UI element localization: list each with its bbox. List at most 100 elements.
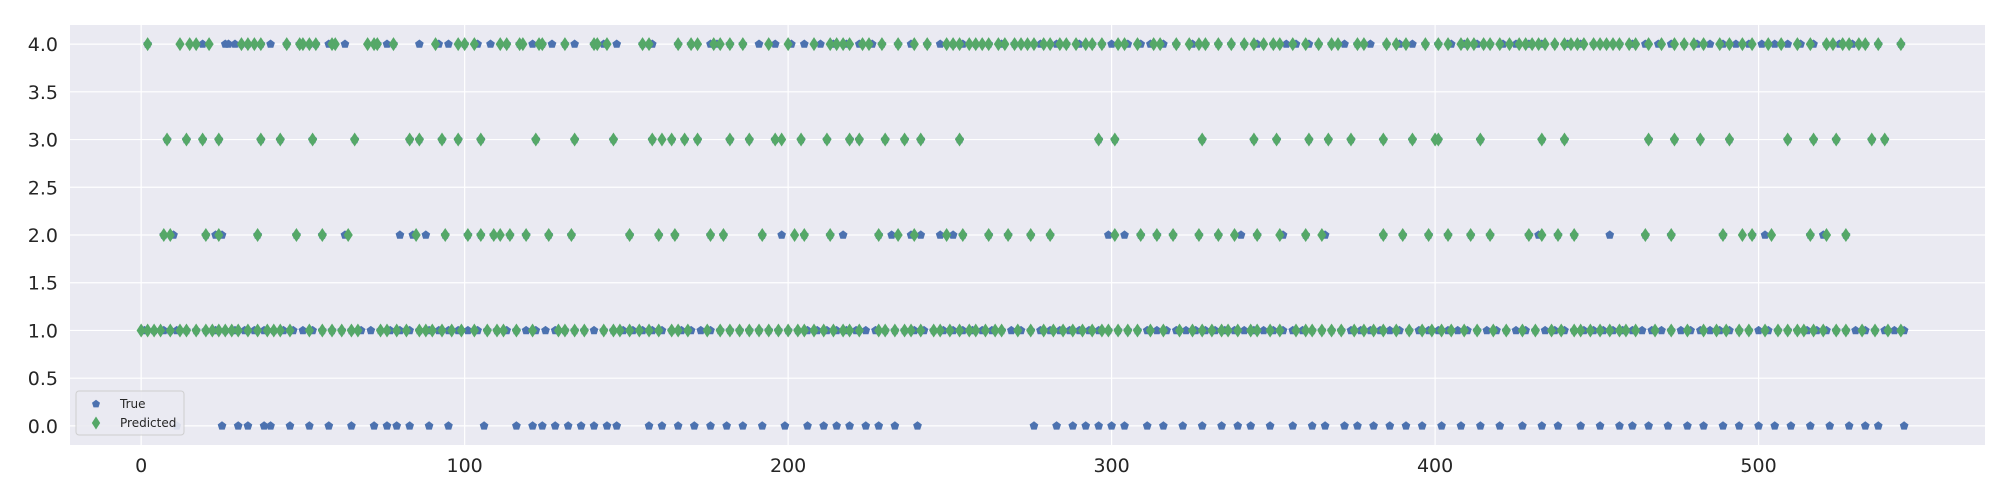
predicted-point bbox=[291, 228, 302, 242]
true-point bbox=[1476, 421, 1485, 430]
true-point bbox=[1605, 230, 1615, 239]
predicted-point bbox=[275, 132, 285, 147]
predicted-point bbox=[1559, 37, 1570, 52]
predicted-point bbox=[249, 37, 259, 52]
true-point bbox=[1657, 325, 1666, 335]
true-point bbox=[770, 39, 780, 48]
predicted-point bbox=[233, 323, 243, 338]
predicted-point bbox=[1462, 37, 1473, 52]
true-point bbox=[1259, 325, 1268, 335]
predicted-point bbox=[1841, 323, 1851, 338]
true-point bbox=[576, 421, 586, 430]
predicted-point bbox=[1896, 323, 1906, 338]
predicted-point bbox=[392, 323, 402, 338]
predicted-point bbox=[1424, 228, 1434, 242]
legend-predicted-label: Predicted bbox=[120, 416, 176, 430]
true-point bbox=[1052, 421, 1061, 430]
true-point bbox=[285, 421, 295, 430]
predicted-point bbox=[634, 323, 644, 338]
predicted-point bbox=[1045, 228, 1055, 242]
predicted-point bbox=[1857, 323, 1867, 338]
predicted-point bbox=[1398, 228, 1408, 242]
true-point bbox=[395, 230, 405, 239]
true-point bbox=[589, 421, 599, 430]
predicted-point bbox=[789, 228, 800, 242]
predicted-point bbox=[1456, 37, 1466, 52]
true-point bbox=[424, 421, 434, 430]
true-point bbox=[1851, 325, 1860, 335]
predicted-point bbox=[1061, 37, 1071, 52]
true-point bbox=[1181, 325, 1191, 335]
predicted-point bbox=[1666, 228, 1676, 242]
predicted-point bbox=[909, 37, 919, 52]
true-point bbox=[1152, 325, 1162, 335]
predicted-point bbox=[1259, 37, 1269, 52]
predicted-point bbox=[705, 228, 716, 242]
predicted-point bbox=[1039, 323, 1049, 338]
predicted-point bbox=[214, 228, 224, 242]
predicted-point bbox=[909, 228, 919, 242]
predicted-point bbox=[143, 323, 153, 338]
predicted-point bbox=[1737, 37, 1747, 52]
y-tick-label: 2.0 bbox=[28, 225, 58, 247]
predicted-point bbox=[993, 37, 1003, 52]
predicted-point bbox=[214, 132, 224, 147]
predicted-point bbox=[793, 323, 803, 338]
true-point bbox=[1239, 325, 1249, 335]
predicted-point bbox=[809, 323, 819, 338]
true-point bbox=[1385, 325, 1395, 335]
predicted-point bbox=[1207, 323, 1217, 338]
predicted-point bbox=[1333, 37, 1343, 52]
true-point bbox=[512, 421, 521, 430]
predicted-point bbox=[243, 323, 253, 338]
predicted-point bbox=[1870, 323, 1880, 338]
true-point bbox=[217, 421, 227, 430]
true-point bbox=[1663, 421, 1673, 430]
predicted-point bbox=[566, 228, 576, 242]
true-point bbox=[657, 421, 667, 430]
true-point bbox=[612, 39, 622, 48]
predicted-point bbox=[518, 37, 528, 52]
true-point bbox=[1873, 421, 1883, 430]
true-point bbox=[1699, 421, 1708, 430]
legend-predicted-marker-icon bbox=[91, 416, 101, 430]
predicted-point bbox=[977, 37, 987, 52]
predicted-point bbox=[673, 37, 683, 52]
predicted-point bbox=[1446, 323, 1456, 338]
predicted-point bbox=[405, 132, 415, 147]
predicted-point bbox=[1304, 132, 1314, 147]
predicted-point bbox=[1533, 37, 1544, 52]
predicted-point bbox=[984, 228, 994, 242]
true-point bbox=[1120, 421, 1129, 430]
predicted-point bbox=[702, 323, 712, 338]
predicted-point bbox=[1715, 37, 1725, 52]
predicted-point bbox=[1718, 228, 1728, 242]
true-point bbox=[644, 421, 654, 430]
true-point bbox=[1705, 325, 1715, 335]
predicted-point bbox=[929, 323, 939, 338]
predicted-point bbox=[1252, 228, 1262, 242]
predicted-point bbox=[1026, 323, 1036, 338]
true-point bbox=[1718, 421, 1728, 430]
predicted-point bbox=[1326, 37, 1337, 52]
predicted-point bbox=[1194, 37, 1204, 52]
predicted-point bbox=[1537, 132, 1547, 147]
predicted-point bbox=[899, 132, 910, 147]
predicted-point bbox=[1048, 323, 1058, 338]
true-point bbox=[1825, 421, 1835, 430]
predicted-point bbox=[1485, 37, 1495, 52]
predicted-point bbox=[1132, 37, 1143, 52]
true-point bbox=[1537, 421, 1547, 430]
predicted-point bbox=[819, 323, 829, 338]
predicted-point bbox=[838, 323, 848, 338]
predicted-point bbox=[1391, 37, 1401, 52]
legend-true-marker-icon bbox=[92, 399, 100, 408]
predicted-point bbox=[1643, 132, 1654, 147]
predicted-point bbox=[1252, 323, 1262, 338]
predicted-point bbox=[269, 323, 279, 338]
true-point bbox=[1081, 421, 1091, 430]
true-point bbox=[819, 421, 829, 430]
predicted-point bbox=[1880, 132, 1890, 147]
predicted-point bbox=[227, 323, 237, 338]
